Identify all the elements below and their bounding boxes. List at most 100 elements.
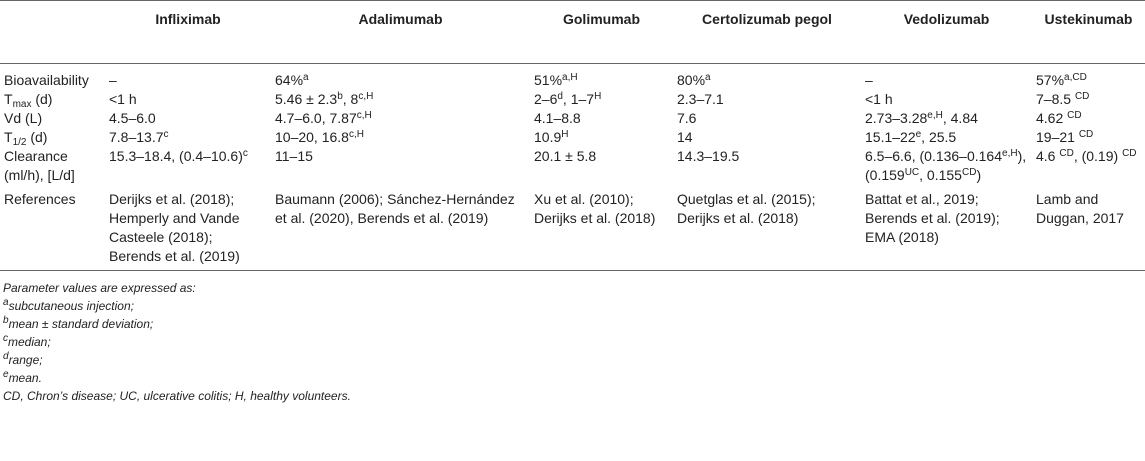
- table-cell: 11–15: [271, 147, 530, 185]
- subscript: 1/2: [12, 137, 27, 148]
- superscript: c,H: [356, 110, 372, 121]
- column-header: Certolizumab pegol: [673, 0, 861, 64]
- text-run: 4.5–6.0: [109, 110, 156, 126]
- row-label: T1/2 (d): [0, 128, 105, 148]
- text-run: , 0.155: [919, 167, 962, 183]
- superscript: a: [705, 72, 711, 83]
- text-run: , 1–7: [562, 91, 595, 107]
- text-run: 10.9: [534, 129, 562, 145]
- superscript: e: [3, 369, 9, 380]
- superscript: CD: [1074, 91, 1090, 102]
- text-run: ): [976, 167, 982, 183]
- text-run: (d): [31, 91, 53, 107]
- text-run: , 25.5: [921, 129, 957, 145]
- superscript: e: [915, 129, 922, 140]
- text-run: T: [4, 129, 13, 145]
- footnote: emean.: [3, 369, 1142, 387]
- superscript: H: [561, 129, 569, 140]
- table-cell: 57%a,CD: [1032, 64, 1145, 91]
- text-run: 7.6: [677, 110, 697, 126]
- table-row: T1/2 (d) 7.8–13.7c 10–20, 16.8c,H 10.9H 14 15…: [0, 128, 1145, 148]
- column-header: Adalimumab: [271, 0, 530, 64]
- subscript: max: [12, 99, 32, 110]
- header-cell: [0, 0, 105, 64]
- text-run: median;: [8, 335, 51, 349]
- text-run: 64%: [275, 72, 304, 88]
- text-run: ), (0.159: [865, 148, 1031, 183]
- superscript: H: [594, 91, 602, 102]
- table-cell: 4.7–6.0, 7.87c,H: [271, 109, 530, 128]
- text-run: –: [109, 72, 117, 88]
- footnote: Parameter values are expressed as:: [3, 279, 1142, 297]
- text-run: subcutaneous injection;: [8, 299, 134, 313]
- table-cell: 7–8.5 CD: [1032, 90, 1145, 109]
- text-run: , 4.84: [942, 110, 978, 126]
- row-label: Vd (L): [0, 109, 105, 128]
- text-run: Parameter values are expressed as:: [3, 281, 196, 295]
- table-cell: 20.1 ± 5.8: [530, 147, 673, 185]
- text-run: 11–15: [275, 148, 313, 164]
- text-run: Vd (L): [4, 110, 43, 126]
- table-cell: <1 h: [105, 90, 271, 109]
- table-cell: 2.73–3.28e,H, 4.84: [861, 109, 1032, 128]
- text-run: , 8: [342, 91, 359, 107]
- text-run: 4.7–6.0, 7.87: [275, 110, 357, 126]
- column-header: Golimumab: [530, 0, 673, 64]
- text-run: Bioavailability: [4, 72, 89, 88]
- text-run: 4.6: [1036, 148, 1060, 164]
- table-cell: 10–20, 16.8c,H: [271, 128, 530, 147]
- superscript: CD: [1059, 148, 1074, 159]
- table-cell: 7.8–13.7c: [105, 128, 271, 147]
- superscript: c: [242, 148, 248, 159]
- column-header: Vedolizumab: [861, 0, 1032, 64]
- text-run: 80%: [677, 72, 706, 88]
- text-run: Clearance (ml/h), [L/d]: [4, 148, 75, 183]
- text-run: 14.3–19.5: [677, 148, 740, 164]
- table-cell: 15.1–22e, 25.5: [861, 128, 1032, 147]
- text-run: mean.: [8, 371, 42, 385]
- text-run: 2.3–7.1: [677, 91, 724, 107]
- superscript: CD: [961, 167, 977, 178]
- text-run: Derijks et al. (2018); Hemperly and Vand…: [109, 191, 244, 264]
- footnote: asubcutaneous injection;: [3, 297, 1142, 315]
- column-header: Ustekinumab: [1032, 0, 1145, 64]
- table-cell: 2.3–7.1: [673, 90, 861, 109]
- superscript: CD: [1122, 148, 1137, 159]
- superscript: c,H: [348, 129, 364, 140]
- text-run: Quetglas et al. (2015); Derijks et al. (…: [677, 191, 820, 226]
- text-run: 20.1 ± 5.8: [534, 148, 597, 164]
- table-cell: Lamb and Duggan, 2017: [1032, 185, 1145, 271]
- column-header: Infliximab: [105, 0, 271, 64]
- text-run: 4.1–8.8: [534, 110, 581, 126]
- superscript: b: [337, 91, 343, 102]
- text-run: T: [4, 91, 13, 107]
- text-run: , (0.19): [1073, 148, 1123, 164]
- superscript: UC: [904, 167, 920, 178]
- footnote: CD, Chron’s disease; UC, ulcerative coli…: [3, 387, 1142, 405]
- table-cell: 80%a: [673, 64, 861, 91]
- superscript: CD: [1078, 129, 1094, 140]
- superscript: b: [3, 315, 9, 326]
- table-cell: Battat et al., 2019; Berends et al. (201…: [861, 185, 1032, 271]
- table-cell: 4.1–8.8: [530, 109, 673, 128]
- table-cell: 4.6 CD, (0.19) CD: [1032, 147, 1145, 185]
- row-label: Tmax (d): [0, 90, 105, 110]
- superscript: e,H: [927, 110, 943, 121]
- text-run: –: [865, 72, 873, 88]
- table-row: References Derijks et al. (2018); Hemperl…: [0, 185, 1145, 271]
- superscript: c,H: [358, 91, 374, 102]
- superscript: a: [3, 297, 9, 308]
- text-run: 14: [677, 129, 693, 145]
- text-run: 2–6: [534, 91, 558, 107]
- text-run: 19–21: [1036, 129, 1079, 145]
- text-run: 57%: [1036, 72, 1065, 88]
- row-label: Clearance (ml/h), [L/d]: [0, 147, 105, 185]
- text-run: Baumann (2006); Sánchez-Hernández et al.…: [275, 191, 519, 226]
- table-row: Vd (L) 4.5–6.0 4.7–6.0, 7.87c,H 4.1–8.8 7.6 2…: [0, 109, 1145, 128]
- table-cell: –: [105, 64, 271, 91]
- text-run: (d): [26, 129, 48, 145]
- table-cell: Xu et al. (2010); Derijks et al. (2018): [530, 185, 673, 271]
- text-run: <1 h: [865, 91, 893, 107]
- table-body: Bioavailability –64%a 51%a,H 80%a –57%a,CD Tm…: [0, 64, 1145, 271]
